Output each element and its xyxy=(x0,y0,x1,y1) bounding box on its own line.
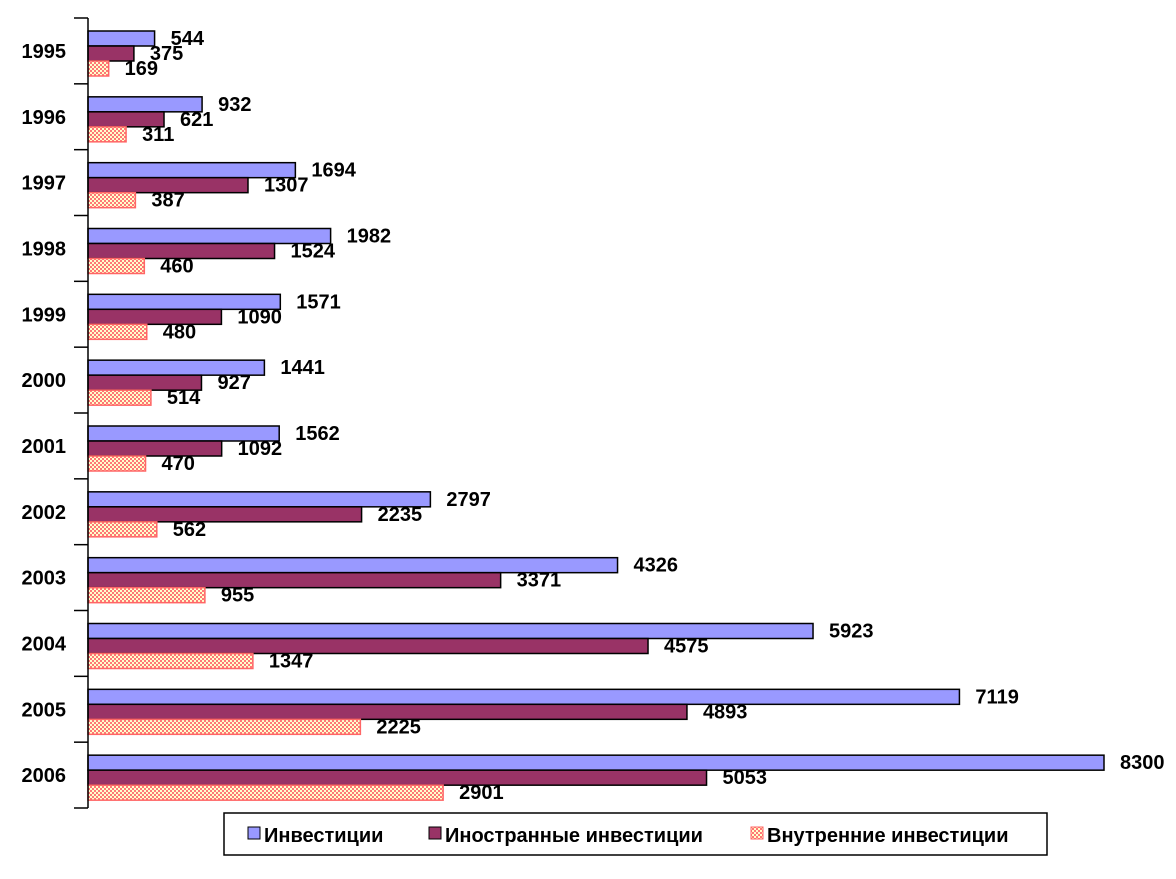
data-label-foreign: 5053 xyxy=(723,767,768,789)
bar-domestic xyxy=(87,323,148,341)
data-label-investments: 7119 xyxy=(975,686,1018,708)
data-label-domestic: 480 xyxy=(163,321,196,343)
bar-investments xyxy=(87,754,1105,771)
data-label-domestic: 460 xyxy=(160,256,193,278)
category-label: 2006 xyxy=(22,765,67,787)
category-label: 2001 xyxy=(22,436,67,458)
bar-foreign xyxy=(87,308,223,326)
bar-domestic xyxy=(87,126,127,143)
legend-label-domestic: Внутренние инвестиции xyxy=(767,825,1009,847)
data-label-domestic: 470 xyxy=(162,453,195,475)
data-label-foreign: 1524 xyxy=(291,241,336,263)
bar-domestic xyxy=(87,784,444,801)
category-label: 2002 xyxy=(22,502,67,524)
bar-foreign xyxy=(87,506,363,523)
bar-domestic xyxy=(87,257,146,275)
bar-domestic xyxy=(87,60,110,77)
data-label-investments: 1562 xyxy=(295,423,340,445)
data-label-foreign: 927 xyxy=(217,372,250,394)
data-label-foreign: 1092 xyxy=(238,438,283,460)
bar-foreign xyxy=(87,440,223,457)
bar-domestic xyxy=(87,521,158,538)
data-label-foreign: 2235 xyxy=(378,504,423,526)
bar-domestic xyxy=(87,389,152,406)
data-label-domestic: 169 xyxy=(125,58,158,80)
data-label-domestic: 955 xyxy=(221,585,254,607)
category-label: 2000 xyxy=(22,370,67,392)
category-label: 2004 xyxy=(22,633,67,655)
data-label-foreign: 375 xyxy=(150,43,183,65)
data-label-domestic: 562 xyxy=(173,519,206,541)
bar-domestic xyxy=(87,652,254,670)
data-label-investments: 1441 xyxy=(280,357,325,379)
bar-domestic xyxy=(87,191,137,209)
category-label: 1999 xyxy=(22,304,67,326)
bar-domestic xyxy=(87,586,206,604)
data-label-investments: 544 xyxy=(171,28,205,50)
legend-swatch-foreign xyxy=(428,826,442,840)
data-label-foreign: 621 xyxy=(180,109,213,131)
category-label: 1998 xyxy=(22,238,67,260)
bar-investments xyxy=(87,688,961,706)
category-label: 1997 xyxy=(22,173,67,195)
data-label-foreign: 1307 xyxy=(264,175,309,197)
data-label-domestic: 311 xyxy=(142,124,174,146)
legend-swatch-domestic xyxy=(750,826,764,840)
legend-box xyxy=(223,812,1048,856)
bar-foreign xyxy=(87,571,502,589)
legend-swatch-investments xyxy=(247,826,261,840)
legend-label-foreign: Иностранные инвестиции xyxy=(445,825,703,847)
category-label: 1995 xyxy=(22,41,67,63)
category-label: 1996 xyxy=(22,107,67,129)
bar-domestic xyxy=(87,718,362,736)
bar-investments xyxy=(87,30,156,47)
data-label-domestic: 2225 xyxy=(376,716,421,738)
legend: Инвестиции Иностранные инвестиции Внутре… xyxy=(223,812,1048,856)
category-label: 2005 xyxy=(22,699,67,721)
bar-domestic xyxy=(87,455,147,472)
data-label-investments: 8300 xyxy=(1120,752,1165,774)
data-label-investments: 1694 xyxy=(311,160,356,182)
bars-layer xyxy=(87,30,1105,801)
data-label-investments: 5923 xyxy=(829,621,874,643)
bar-foreign xyxy=(87,637,649,655)
data-label-domestic: 514 xyxy=(167,387,201,409)
data-label-investments: 932 xyxy=(218,94,251,116)
data-label-investments: 4326 xyxy=(634,555,679,577)
data-label-foreign: 4575 xyxy=(664,636,709,658)
data-label-investments: 1982 xyxy=(347,226,392,248)
category-label: 2003 xyxy=(22,568,67,590)
data-label-foreign: 3371 xyxy=(517,570,562,592)
data-label-foreign: 1090 xyxy=(237,306,282,328)
data-label-domestic: 1347 xyxy=(269,651,314,673)
legend-label-investments: Инвестиции xyxy=(264,825,383,847)
data-label-domestic: 387 xyxy=(151,190,184,212)
data-label-domestic: 2901 xyxy=(459,782,504,804)
bar-foreign xyxy=(87,769,708,786)
category-ticks-layer: 1995 1996 1997 1998 1999 2000 2001 2002 2003 2004… xyxy=(22,17,88,809)
data-label-investments: 2797 xyxy=(446,489,491,511)
data-label-foreign: 4893 xyxy=(703,701,748,723)
data-label-investments: 1571 xyxy=(296,291,341,313)
